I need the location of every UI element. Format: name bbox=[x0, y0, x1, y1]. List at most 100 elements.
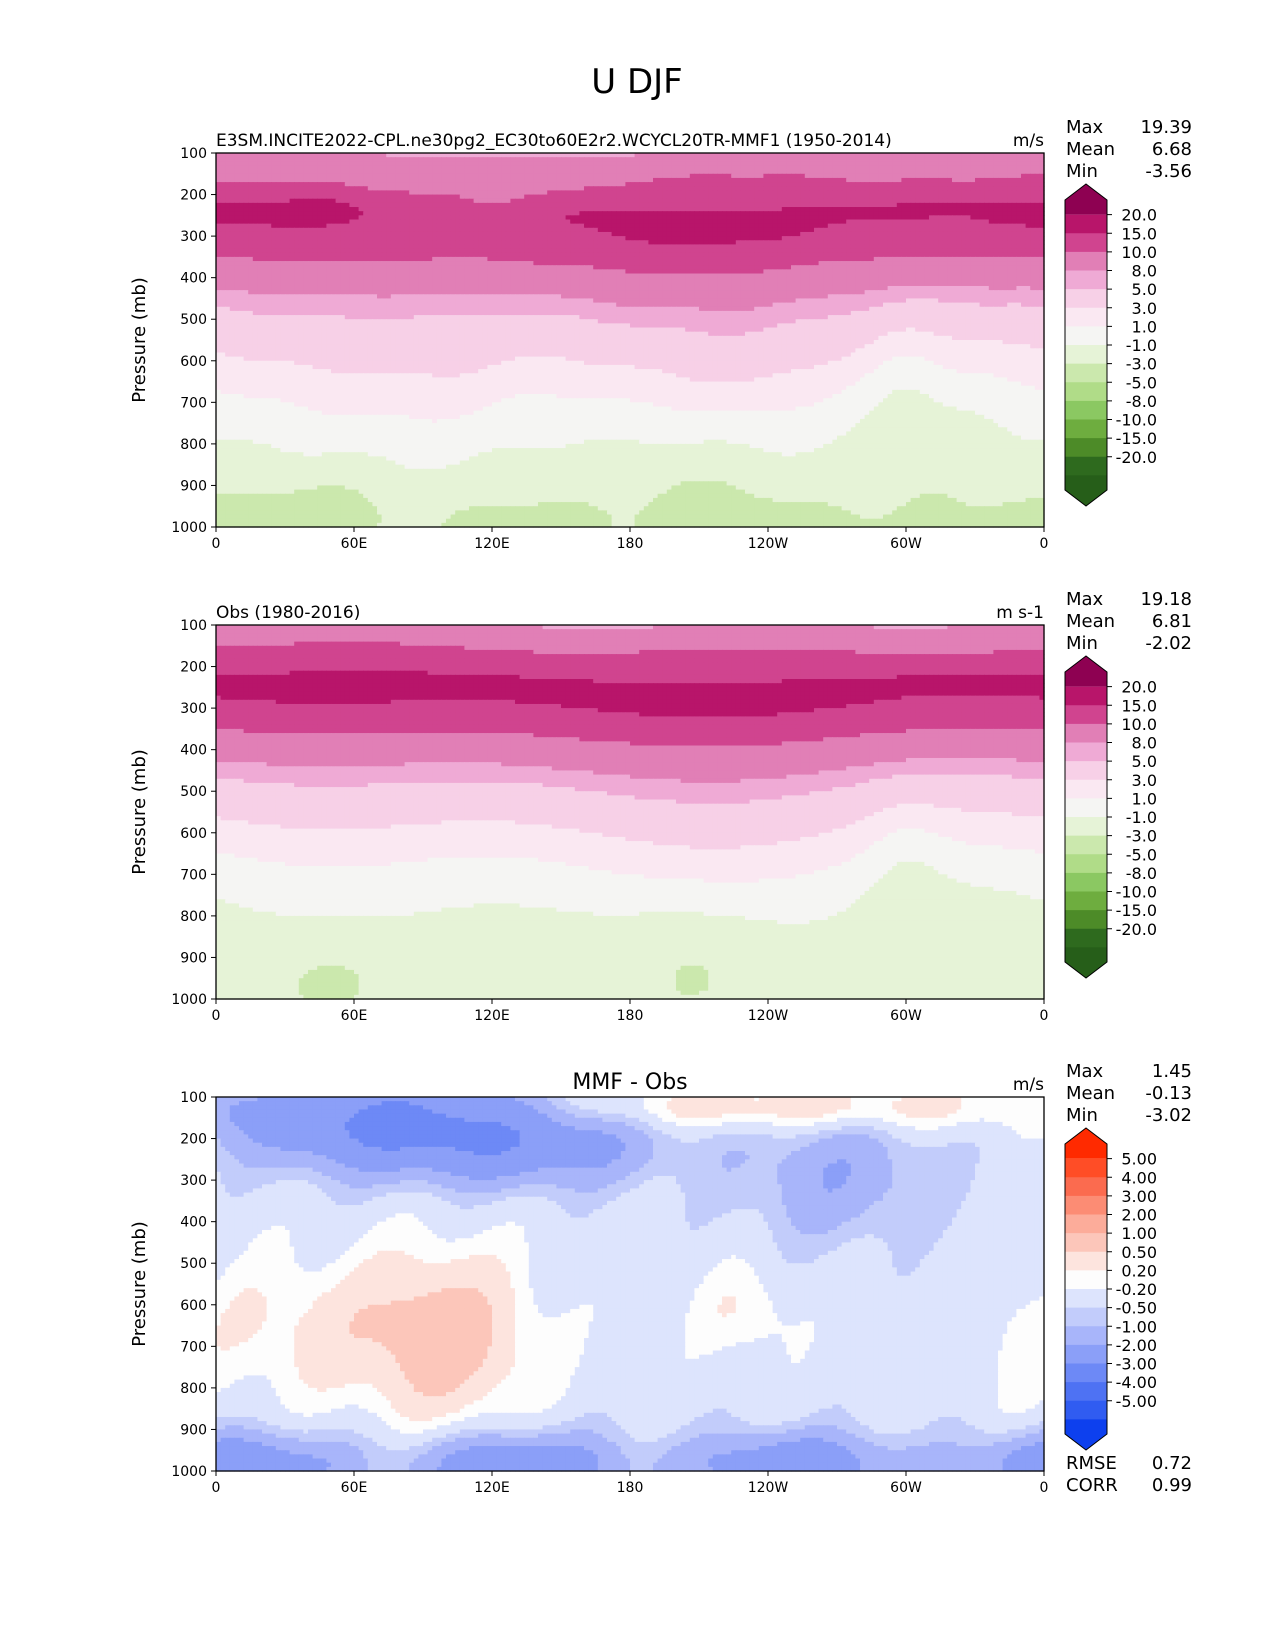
field-cell bbox=[1016, 157, 1021, 162]
field-cell bbox=[322, 161, 327, 166]
field-cell bbox=[317, 157, 322, 162]
field-cell bbox=[708, 165, 713, 170]
field-cell bbox=[556, 153, 561, 158]
field-cell bbox=[377, 157, 382, 162]
field-cell bbox=[409, 174, 414, 179]
field-cell bbox=[313, 170, 318, 175]
field-cell bbox=[271, 165, 276, 170]
field-cell bbox=[400, 157, 405, 162]
field-cell bbox=[602, 153, 607, 158]
field-cell bbox=[257, 157, 262, 162]
field-cell bbox=[791, 157, 796, 162]
field-cell bbox=[736, 153, 741, 158]
field-cell bbox=[819, 161, 824, 166]
field-cell bbox=[888, 165, 893, 170]
field-cell bbox=[681, 161, 686, 166]
field-cell bbox=[1003, 170, 1008, 175]
field-cell bbox=[386, 170, 391, 175]
field-cell bbox=[837, 153, 842, 158]
field-cell bbox=[317, 161, 322, 166]
field-cell bbox=[460, 174, 465, 179]
field-cell bbox=[294, 157, 299, 162]
field-cell bbox=[616, 170, 621, 175]
field-cell bbox=[846, 161, 851, 166]
field-cell bbox=[630, 161, 635, 166]
field-cell bbox=[639, 165, 644, 170]
field-cell bbox=[280, 170, 285, 175]
field-cell bbox=[308, 165, 313, 170]
field-cell bbox=[474, 153, 479, 158]
field-cell bbox=[920, 165, 925, 170]
field-cell bbox=[253, 153, 258, 158]
field-cell bbox=[745, 161, 750, 166]
field-cell bbox=[363, 161, 368, 166]
field-cell bbox=[244, 170, 249, 175]
field-cell bbox=[929, 153, 934, 158]
field-cell bbox=[911, 170, 916, 175]
field-cell bbox=[763, 157, 768, 162]
field-cell bbox=[331, 165, 336, 170]
field-cell bbox=[915, 165, 920, 170]
field-cell bbox=[653, 157, 658, 162]
field-cell bbox=[888, 153, 893, 158]
field-cell bbox=[267, 170, 272, 175]
field-cell bbox=[957, 170, 962, 175]
field-cell bbox=[750, 170, 755, 175]
field-cell bbox=[607, 157, 612, 162]
field-cell bbox=[681, 157, 686, 162]
field-cell bbox=[506, 170, 511, 175]
field-cell bbox=[538, 161, 543, 166]
field-cell bbox=[676, 170, 681, 175]
field-cell bbox=[441, 165, 446, 170]
field-cell bbox=[906, 153, 911, 158]
field-cell bbox=[786, 153, 791, 158]
field-cell bbox=[225, 157, 230, 162]
field-cell bbox=[892, 170, 897, 175]
field-cell bbox=[1012, 170, 1017, 175]
field-cell bbox=[414, 165, 419, 170]
field-cell bbox=[980, 170, 985, 175]
field-cell bbox=[851, 161, 856, 166]
field-cell bbox=[869, 153, 874, 158]
field-cell bbox=[372, 170, 377, 175]
field-cell bbox=[552, 161, 557, 166]
field-cell bbox=[1021, 157, 1026, 162]
field-cell bbox=[805, 157, 810, 162]
field-cell bbox=[570, 165, 575, 170]
field-cell bbox=[901, 153, 906, 158]
field-cell bbox=[474, 170, 479, 175]
field-cell bbox=[460, 153, 465, 158]
field-cell bbox=[561, 157, 566, 162]
field-cell bbox=[832, 170, 837, 175]
field-cell bbox=[1012, 161, 1017, 166]
field-cell bbox=[372, 157, 377, 162]
field-cell bbox=[970, 161, 975, 166]
field-cell bbox=[708, 174, 713, 179]
field-cell bbox=[993, 153, 998, 158]
field-cell bbox=[938, 153, 943, 158]
field-cell bbox=[970, 165, 975, 170]
field-cell bbox=[975, 161, 980, 166]
field-cell bbox=[538, 170, 543, 175]
field-cell bbox=[658, 165, 663, 170]
field-cell bbox=[607, 161, 612, 166]
field-cell bbox=[377, 165, 382, 170]
field-cell bbox=[681, 165, 686, 170]
field-cell bbox=[432, 170, 437, 175]
field-cell bbox=[920, 170, 925, 175]
field-cell bbox=[575, 161, 580, 166]
field-cell bbox=[290, 161, 295, 166]
field-cell bbox=[510, 161, 515, 166]
field-cell bbox=[446, 157, 451, 162]
field-cell bbox=[800, 157, 805, 162]
field-cell bbox=[980, 161, 985, 166]
field-cell bbox=[809, 165, 814, 170]
field-cell bbox=[492, 161, 497, 166]
field-cell bbox=[336, 157, 341, 162]
field-cell bbox=[386, 157, 391, 162]
field-cell bbox=[391, 165, 396, 170]
field-cell bbox=[832, 153, 837, 158]
field-cell bbox=[639, 174, 644, 179]
field-cell bbox=[791, 153, 796, 158]
field-cell bbox=[699, 165, 704, 170]
